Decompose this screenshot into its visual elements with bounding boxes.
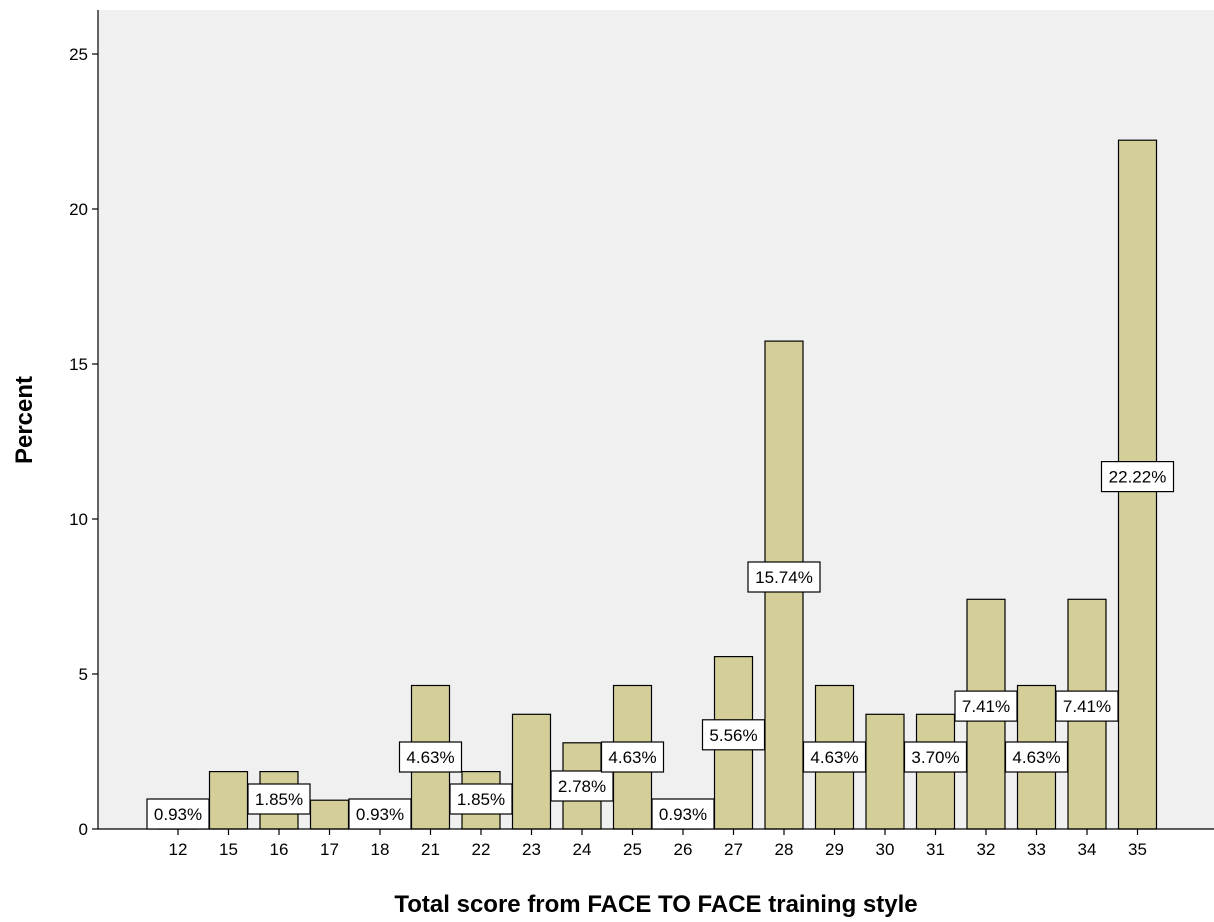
- data-label-box: [600, 741, 665, 773]
- data-label: 15.74%: [755, 568, 813, 587]
- y-axis-title: Percent: [11, 376, 38, 464]
- data-label-box: [146, 798, 210, 830]
- x-tick-label: 33: [1027, 840, 1046, 859]
- y-tick-label: 15: [69, 355, 88, 374]
- data-label: 0.93%: [356, 805, 404, 824]
- x-tick-label: 34: [1078, 840, 1097, 859]
- data-label-box: [701, 719, 766, 751]
- y-axis: 0 5 10 15 20 25: [69, 45, 98, 839]
- x-tick-label: 24: [573, 840, 592, 859]
- data-label-box: [651, 798, 715, 830]
- x-tick-label: 16: [270, 840, 289, 859]
- y-tick-label: 25: [69, 45, 88, 64]
- data-label: 4.63%: [406, 748, 454, 767]
- data-label: 1.85%: [457, 790, 505, 809]
- data-label-box: [903, 741, 968, 773]
- data-label: 5.56%: [709, 726, 757, 745]
- y-tick-label: 10: [69, 510, 88, 529]
- data-label-box: [348, 798, 412, 830]
- data-label-box: [1004, 741, 1069, 773]
- data-label: 4.63%: [608, 748, 656, 767]
- data-label: 22.22%: [1109, 468, 1167, 487]
- x-tick-label: 23: [522, 840, 541, 859]
- data-label-box: [1100, 461, 1175, 493]
- y-tick-label: 20: [69, 200, 88, 219]
- data-label: 7.41%: [962, 697, 1010, 716]
- data-label-box: [247, 783, 311, 815]
- data-label-box: [1055, 690, 1119, 722]
- x-tick-label: 32: [977, 840, 996, 859]
- x-tick-label: 12: [169, 840, 188, 859]
- bar-17: [309, 799, 350, 830]
- data-label: 7.41%: [1063, 697, 1111, 716]
- x-tick-label: 17: [320, 840, 339, 859]
- data-label-box: [398, 741, 463, 773]
- data-label: 4.63%: [1012, 748, 1060, 767]
- x-tick-label: 29: [825, 840, 844, 859]
- y-tick-label: 5: [79, 665, 88, 684]
- x-axis-title: Total score from FACE TO FACE training s…: [394, 891, 917, 918]
- data-label: 3.70%: [911, 748, 959, 767]
- bar-23: [511, 713, 552, 830]
- x-tick-label: 35: [1128, 840, 1147, 859]
- data-label: 1.85%: [255, 790, 303, 809]
- x-tick-label: 15: [219, 840, 238, 859]
- data-labels: 0.93%1.85%0.93%4.63%1.85%2.78%4.63%0.93%…: [146, 461, 1175, 830]
- x-tick-label: 30: [876, 840, 895, 859]
- x-tick-label: 31: [926, 840, 945, 859]
- y-tick-label: 0: [79, 820, 88, 839]
- data-label: 2.78%: [558, 777, 606, 796]
- data-label-box: [802, 741, 867, 773]
- x-tick-label: 28: [775, 840, 794, 859]
- data-label-box: [954, 690, 1018, 722]
- data-label-box: [449, 783, 513, 815]
- data-label: 0.93%: [154, 805, 202, 824]
- bar-15: [208, 770, 249, 830]
- data-label: 4.63%: [810, 748, 858, 767]
- x-axis: 12 15 16 17 18 21 22 23 24 25 26 27 28 29 30 31 32 33 34 35: [169, 829, 1147, 859]
- x-tick-label: 22: [472, 840, 491, 859]
- x-tick-label: 25: [623, 840, 642, 859]
- x-tick-label: 27: [724, 840, 743, 859]
- bar-30: [865, 713, 905, 830]
- data-label-box: [550, 770, 614, 802]
- data-label-box: [747, 561, 821, 593]
- x-tick-label: 18: [371, 840, 390, 859]
- data-label: 0.93%: [659, 805, 707, 824]
- x-tick-label: 21: [421, 840, 440, 859]
- x-tick-label: 26: [674, 840, 693, 859]
